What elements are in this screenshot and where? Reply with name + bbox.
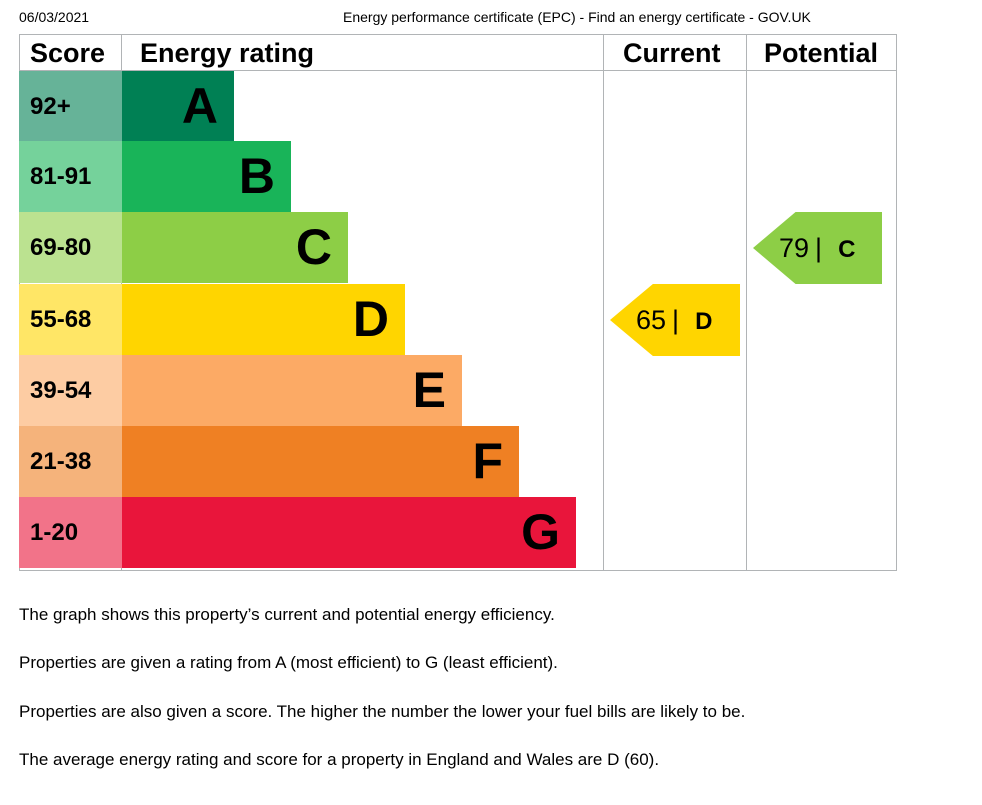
print-date: 06/03/2021 bbox=[19, 9, 90, 25]
score-range-e: 39-54 bbox=[30, 377, 92, 404]
rating-letter-c: C bbox=[295, 219, 332, 275]
potential-column-header: Potential bbox=[764, 38, 879, 68]
current-rating-label: 65 | D bbox=[636, 284, 712, 358]
score-cell-c: 69-80 bbox=[19, 212, 122, 283]
score-cell-f: 21-38 bbox=[19, 426, 122, 497]
potential-rating-arrow: 79 | C bbox=[753, 212, 882, 284]
score-range-f: 21-38 bbox=[30, 448, 92, 475]
rating-letter-e: E bbox=[412, 362, 446, 418]
description-paragraph-4: The average energy rating and score for … bbox=[19, 750, 660, 769]
potential-separator: | bbox=[815, 233, 823, 263]
potential-score: 79 bbox=[779, 233, 810, 263]
score-range-c: 69-80 bbox=[30, 234, 92, 261]
rating-letter-d: D bbox=[352, 291, 389, 347]
score-range-g: 1-20 bbox=[30, 519, 79, 546]
current-separator: | bbox=[672, 305, 680, 335]
score-cell-g: 1-20 bbox=[19, 497, 122, 568]
rating-bar-f: F bbox=[122, 426, 519, 497]
potential-letter: C bbox=[838, 236, 856, 263]
description-paragraph-1: The graph shows this property’s current … bbox=[19, 605, 555, 624]
rating-bar-g: G bbox=[122, 497, 576, 568]
potential-rating-label: 79 | C bbox=[779, 212, 855, 286]
current-column-divider bbox=[746, 34, 747, 571]
energy-rating-column-header: Energy rating bbox=[140, 38, 315, 68]
score-cell-a: 92+ bbox=[19, 71, 122, 142]
rating-letter-f: F bbox=[472, 433, 503, 489]
current-score: 65 bbox=[636, 305, 667, 335]
score-range-a: 92+ bbox=[30, 93, 71, 120]
current-column-header: Current bbox=[623, 38, 721, 68]
epc-rating-chart: Score Energy rating Current Potential 92… bbox=[19, 34, 897, 571]
score-cell-d: 55-68 bbox=[19, 284, 122, 355]
rating-bar-b: B bbox=[122, 141, 291, 212]
rating-column-divider bbox=[603, 34, 604, 571]
score-cell-b: 81-91 bbox=[19, 141, 122, 212]
rating-bar-d: D bbox=[122, 284, 405, 355]
header-divider bbox=[19, 70, 897, 71]
score-column-header: Score bbox=[30, 38, 106, 68]
current-letter: D bbox=[695, 308, 713, 335]
score-range-d: 55-68 bbox=[30, 306, 92, 333]
score-cell-e: 39-54 bbox=[19, 355, 122, 426]
rating-bar-c: C bbox=[122, 212, 348, 283]
rating-letter-b: B bbox=[238, 148, 275, 204]
rating-bar-e: E bbox=[122, 355, 462, 426]
description-paragraph-3: Properties are also given a score. The h… bbox=[19, 702, 746, 721]
current-rating-arrow: 65 | D bbox=[610, 284, 740, 356]
description-paragraph-2: Properties are given a rating from A (mo… bbox=[19, 653, 558, 672]
rating-bar-a: A bbox=[122, 71, 234, 142]
rating-letter-g: G bbox=[521, 504, 560, 560]
rating-letter-a: A bbox=[181, 78, 218, 134]
score-range-b: 81-91 bbox=[30, 163, 92, 190]
page-title: Energy performance certificate (EPC) - F… bbox=[343, 9, 811, 25]
